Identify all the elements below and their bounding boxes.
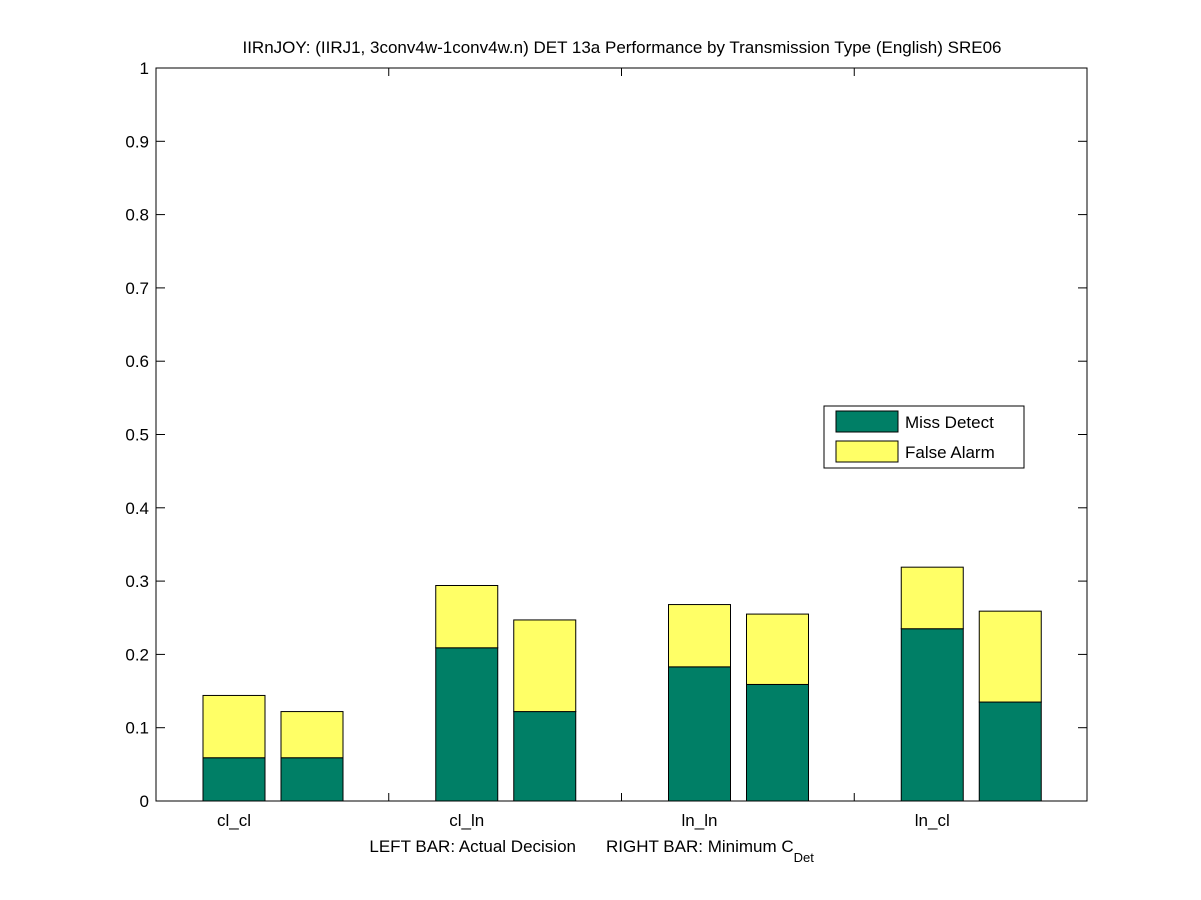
bar-cl-cl-actual-miss-detect [202,757,266,802]
x-tick-label: ln_ln [682,811,718,830]
x-tick-label: ln_cl [915,811,950,830]
legend-label-false-alarm: False Alarm [905,443,995,462]
bar-ln-ln-minimum-miss-detect [746,683,809,802]
bar-cl-cl-minimum-miss-detect [280,757,344,802]
y-tick-label: 0.1 [125,719,149,738]
legend-swatch-miss-detect [835,410,899,433]
bar-cl-ln-minimum-false-alarm [513,619,577,713]
bar-ln-cl-minimum-miss-detect [978,701,1042,802]
y-tick-label: 0.2 [125,645,149,664]
x-axis-label-right-main: RIGHT BAR: Minimum C [606,837,794,856]
x-axis-label-right: RIGHT BAR: Minimum CDet [606,837,814,865]
y-tick-label: 0.6 [125,352,149,371]
bar-cl-ln-actual-false-alarm [435,584,499,649]
legend: Miss Detect False Alarm [823,405,1025,469]
bar-cl-ln-actual-miss-detect [435,647,499,802]
ticks-group: cl_cl cl_ln ln_ln ln_cl 0 0.1 0.2 0.3 0.4 0.5 0.6 0… [125,59,1087,830]
y-tick-label: 0.9 [125,132,149,151]
legend-label-miss-detect: Miss Detect [905,413,994,432]
y-tick-label: 0.4 [125,499,149,518]
y-tick-label: 0.3 [125,572,149,591]
bar-ln-cl-actual-miss-detect [900,628,964,802]
y-tick-label: 0 [140,792,149,811]
bar-ln-cl-actual-false-alarm [900,566,964,630]
bar-ln-ln-actual-false-alarm [668,604,731,668]
bar-ln-ln-minimum-false-alarm [746,613,809,685]
x-axis-label-right-subscript: Det [794,850,815,865]
y-tick-label: 0.7 [125,279,149,298]
legend-swatch-false-alarm [835,440,899,463]
bar-cl-cl-actual-false-alarm [202,694,266,759]
bar-ln-cl-minimum-false-alarm [978,610,1042,703]
x-tick-label: cl_cl [217,811,251,830]
bar-cl-cl-minimum-false-alarm [280,711,344,759]
chart-title: IIRnJOY: (IIRJ1, 3conv4w-1conv4w.n) DET … [242,38,1001,57]
y-tick-label: 1 [140,59,149,78]
y-tick-label: 0.8 [125,206,149,225]
bars-group [202,566,1042,802]
y-tick-label: 0.5 [125,426,149,445]
bar-cl-ln-minimum-miss-detect [513,711,577,802]
x-tick-label: cl_ln [449,811,484,830]
x-axis-label-left: LEFT BAR: Actual Decision [369,837,576,856]
bar-ln-ln-actual-miss-detect [668,666,731,802]
